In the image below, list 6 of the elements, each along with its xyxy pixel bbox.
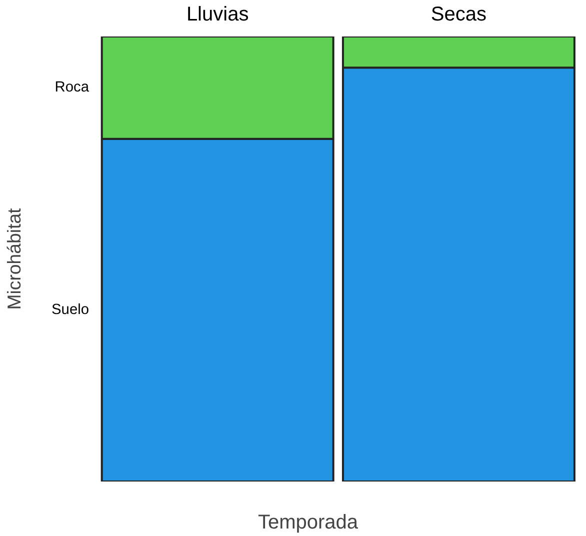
x-axis-title: Temporada bbox=[258, 512, 359, 534]
series-label: Suelo bbox=[52, 302, 90, 318]
series-label: Roca bbox=[54, 80, 90, 96]
x-tick-label: Secas bbox=[430, 4, 487, 26]
x-tick-label: Lluvias bbox=[186, 4, 249, 26]
y-axis-title: Microhábitat bbox=[4, 207, 24, 310]
